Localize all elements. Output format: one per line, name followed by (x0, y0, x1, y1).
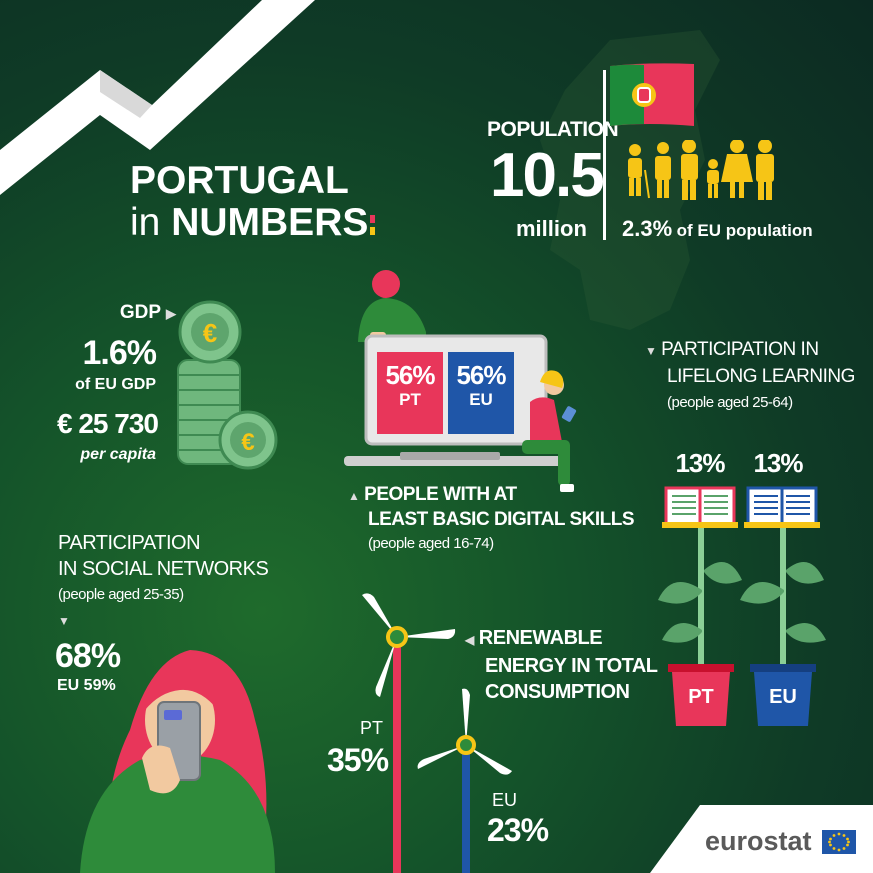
digital-skills-title: ▲ PEOPLE WITH AT LEAST BASIC DIGITAL SKI… (348, 483, 635, 556)
population-eu-share-label: of EU population (676, 221, 813, 240)
triangle-right-icon: ▶ (166, 306, 176, 321)
svg-text:€: € (203, 318, 217, 348)
gdp-per-capita-label: per capita (80, 446, 156, 463)
triangle-up-icon: ▲ (348, 489, 360, 503)
gdp-share-label: of EU GDP (75, 376, 156, 393)
digital-skills-pt-bar (377, 352, 443, 434)
svg-text:€: € (241, 429, 254, 456)
eu-turbine (417, 688, 512, 873)
population-eu-share: 2.3% of EU population (622, 216, 813, 242)
triangle-left-icon: ◀ (465, 633, 474, 647)
digital-skills-eu-label: EU (469, 390, 493, 409)
portugal-flag-icon (610, 63, 694, 126)
social-networks-title: PARTICIPATION IN SOCIAL NETWORKS (people… (58, 530, 269, 634)
renewable-pt-value: 35% (327, 742, 389, 778)
lifelong-learning-eu-value: 13% (753, 448, 803, 478)
renewable-title-line3: CONSUMPTION (485, 681, 630, 703)
digital-skills-subtitle: (people aged 16-74) (368, 535, 494, 552)
digital-skills-pt-value: 56% (385, 360, 435, 390)
title-in: in (130, 201, 161, 244)
title-line2: in NUMBERS (130, 201, 376, 244)
lifelong-learning-title: ▼ PARTICIPATION IN LIFELONG LEARNING (pe… (645, 337, 855, 416)
renewable-title-line2: ENERGY IN TOTAL (485, 655, 658, 677)
gdp-label-text: GDP (119, 302, 161, 323)
population-eu-share-value: 2.3% (622, 216, 673, 241)
title-colon-icon (370, 214, 376, 235)
renewable-pt-label: PT (360, 718, 384, 738)
population-value: 10.5 (490, 141, 605, 210)
eu-book-plant (740, 486, 826, 726)
digital-skills-eu-value: 56% (456, 360, 506, 390)
social-networks-pt-value: 68% (55, 637, 121, 675)
lifelong-learning-title-line1: PARTICIPATION IN (661, 339, 819, 360)
flag-pole (603, 70, 606, 240)
triangle-down-icon: ▼ (58, 614, 70, 628)
social-networks-subtitle: (people aged 25-35) (58, 586, 184, 603)
title-numbers: NUMBERS (171, 201, 369, 244)
social-networks-title-line2: IN SOCIAL NETWORKS (58, 558, 269, 580)
gdp-label: GDP ▶ (100, 302, 176, 324)
lifelong-learning-pt-value: 13% (675, 448, 725, 478)
renewable-title-line1: RENEWABLE (478, 627, 603, 649)
eu-flag-icon (822, 830, 856, 854)
digital-skills-title-line1: PEOPLE WITH AT (364, 484, 517, 505)
woman-with-phone-illustration (80, 650, 275, 873)
book-plants-illustration (658, 486, 826, 726)
social-networks-title-line1: PARTICIPATION (58, 532, 201, 554)
digital-skills-pt-label: PT (399, 390, 421, 409)
euro-coins-icon: € € (177, 300, 278, 470)
lifelong-learning-pt-label: PT (688, 686, 714, 708)
eurostat-logo-text: eurostat (705, 826, 812, 856)
lifelong-learning-subtitle: (people aged 25-64) (667, 394, 793, 411)
gdp-share-value: 1.6% (82, 334, 158, 372)
people-group-icon (628, 140, 774, 200)
lifelong-learning-eu-label: EU (769, 686, 797, 708)
pt-book-plant (658, 486, 742, 726)
renewable-eu-value: 23% (487, 812, 549, 848)
digital-skills-eu-bar (448, 352, 514, 434)
brand-panel (650, 805, 873, 873)
lifelong-learning-title-line2: LIFELONG LEARNING (667, 366, 855, 387)
social-networks-eu-text: EU 59% (57, 677, 116, 694)
population-label: POPULATION (487, 118, 619, 141)
ribbon-decoration (0, 0, 315, 195)
population-unit: million (516, 216, 587, 241)
wind-turbines-illustration (362, 593, 512, 873)
digital-skills-title-line2: LEAST BASIC DIGITAL SKILLS (368, 509, 635, 530)
pt-turbine (362, 593, 456, 873)
page-title: PORTUGAL in NUMBERS (130, 159, 376, 244)
triangle-down-icon: ▼ (645, 344, 657, 358)
gdp-per-capita-value: € 25 730 (57, 408, 159, 439)
renewable-title: ◀ RENEWABLE ENERGY IN TOTAL CONSUMPTION (465, 625, 658, 705)
renewable-eu-label: EU (492, 790, 518, 810)
title-line1: PORTUGAL (130, 159, 349, 202)
